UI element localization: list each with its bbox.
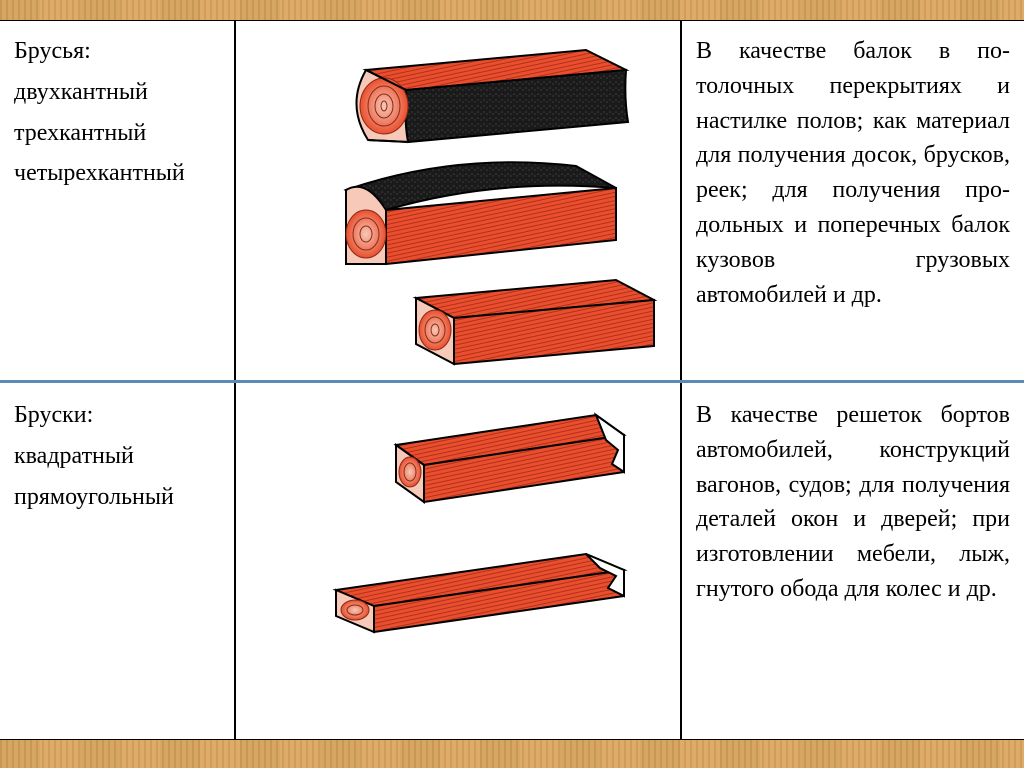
- beams-svg: [236, 30, 680, 370]
- row1-variant-2: трехкантный: [14, 116, 220, 151]
- row1-usage-cell: В качестве балок в по­толочных перекрыти…: [682, 20, 1024, 380]
- row-divider: [0, 380, 1024, 383]
- row2-variant-2: прямоугольный: [14, 480, 220, 515]
- row1-variant-3: четырехкантный: [14, 156, 220, 191]
- four-edge-beam-icon: [416, 280, 654, 364]
- three-edge-beam-icon: [346, 162, 616, 264]
- row2-title: Бруски:: [14, 398, 220, 433]
- rectangular-bar-icon: [336, 554, 624, 632]
- row2-usage-text: В качестве решеток бор­тов автомобилей, …: [696, 402, 1010, 602]
- row2-variant-1: квадратный: [14, 439, 220, 474]
- row1-usage-text: В качестве балок в по­толочных перекрыти…: [696, 38, 1010, 308]
- row1-name-cell: Брусья: двухкантный трехкантный четырехк…: [0, 20, 234, 380]
- row2-illustration: [236, 400, 680, 720]
- bars-svg: [236, 400, 680, 720]
- slide-background: Брусья: двухкантный трехкантный четырехк…: [0, 0, 1024, 768]
- two-edge-beam-icon: [356, 50, 628, 142]
- row1-illustration: [236, 30, 680, 370]
- row2-name-cell: Бруски: квадратный прямоугольный: [0, 384, 234, 734]
- square-bar-icon: [396, 415, 624, 502]
- row1-variant-1: двухкантный: [14, 75, 220, 110]
- row1-title: Брусья:: [14, 34, 220, 69]
- row2-usage-cell: В качестве решеток бор­тов автомобилей, …: [682, 384, 1024, 734]
